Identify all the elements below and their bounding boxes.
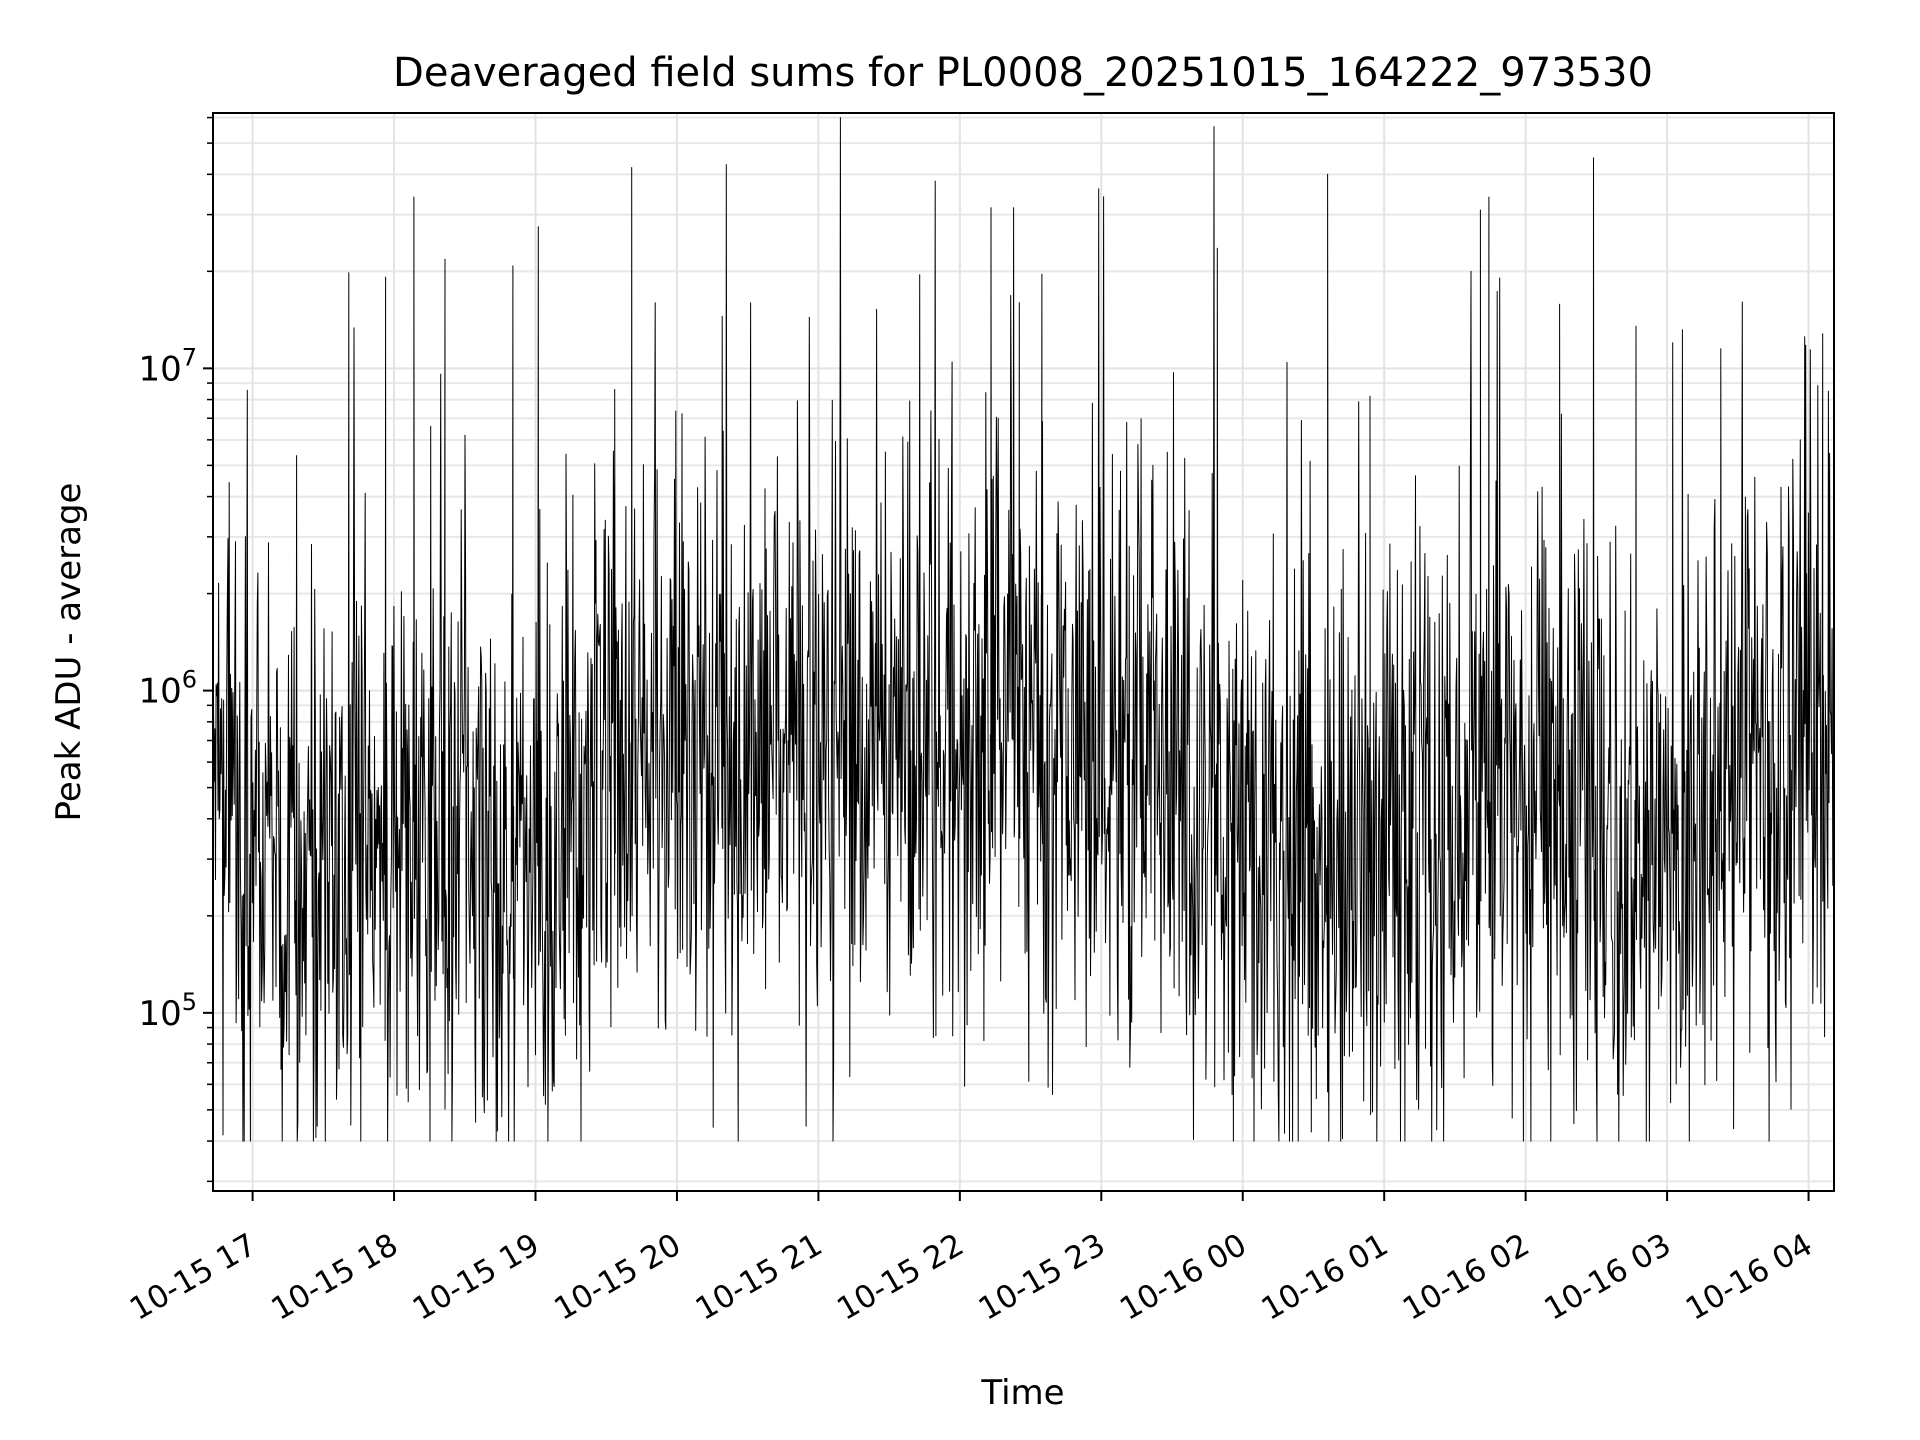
y-tick-label: 105 [138,988,197,1034]
major-gridlines [213,113,1834,1191]
axes-frame [212,112,1835,1192]
y-tick-label: 107 [138,343,197,389]
plot-area [213,117,1834,1142]
chart-title: Deaveraged field sums for PL0008_2025101… [393,50,1653,96]
y-axis-minor-ticks [207,116,213,1183]
series-line [213,117,1834,1142]
x-axis-label: Time [980,1373,1064,1413]
y-axis-ticks: 105 106 107 [138,343,213,1034]
y-axis-label: Peak ADU - average [49,483,89,822]
y-tick-label: 106 [138,666,197,712]
